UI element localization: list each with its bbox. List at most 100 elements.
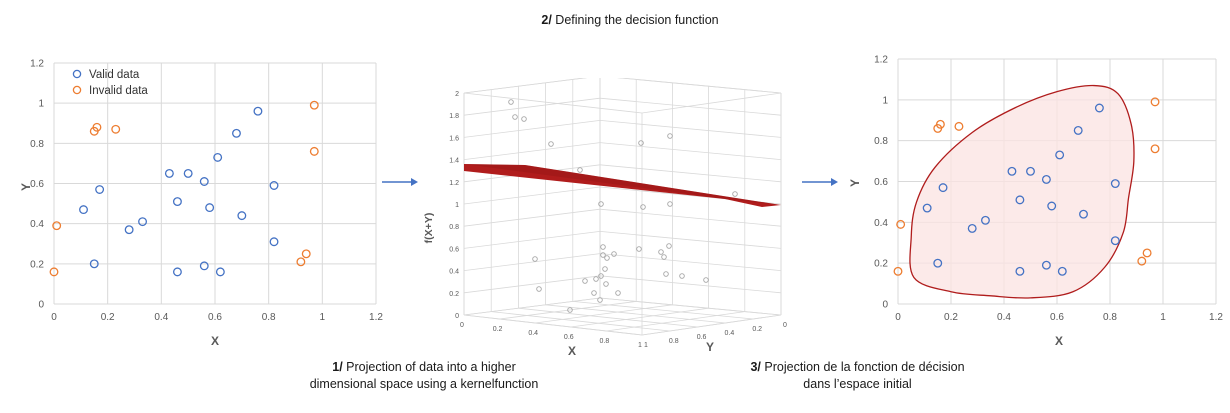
y-tick-label: 1.2 [30, 59, 44, 70]
y-tick-label: 1 [882, 95, 888, 106]
invalid-data-point [1150, 97, 1160, 107]
invalid-data-point [896, 219, 906, 229]
cube-edge [641, 92, 782, 114]
z-tick-label: 1.2 [449, 180, 459, 187]
3d-scatter-chart: 0 0.2 0.4 0.6 0.8 1 1.2 1.4 1.6 1.8 2 0 0.2 0.4 0.6 0.8… [423, 78, 787, 358]
y-tick-label: 0 [38, 300, 44, 311]
wall-grid-line [463, 142, 601, 160]
valid-data-point [269, 237, 279, 247]
wall-grid-line [463, 208, 601, 227]
valid-data-point [79, 205, 88, 215]
x-tick-label: 1 [638, 342, 642, 349]
invalid-data-point [1137, 256, 1147, 266]
x-tick-label: 0.2 [493, 326, 503, 333]
wall-grid-line [599, 97, 782, 116]
y-tick-label: 0.4 [874, 218, 888, 229]
legend-invalid-label: Invalid data [89, 85, 148, 97]
wall-grid-line [463, 275, 601, 294]
x-tick-label: 0.6 [208, 312, 222, 323]
projected-data-point [661, 254, 667, 260]
wall-grid-line [463, 120, 601, 138]
valid-data-point [199, 177, 209, 186]
floor-grid-line [572, 301, 754, 320]
projected-data-point [567, 307, 573, 313]
valid-data-point [1015, 266, 1025, 276]
left-scatter-chart: 0 0.2 0.4 0.6 0.8 1 1.2 0 0.2 0.4 0.6 0.8 1 1.2 Valid… [20, 59, 383, 349]
invalid-data-point [309, 146, 319, 156]
x-tick-label: 0.4 [528, 330, 538, 337]
valid-data-point [164, 169, 174, 178]
x-tick-label: 0.8 [262, 312, 276, 323]
projected-data-point [548, 141, 554, 147]
valid-data-point [1015, 195, 1025, 205]
y-tick-label: 0.4 [725, 330, 735, 337]
wall-grid-line [599, 253, 782, 271]
valid-data-point [1057, 266, 1067, 276]
floor-grid-line [535, 304, 673, 324]
projected-data-point [597, 297, 603, 303]
x-tick-label: 0.6 [564, 334, 574, 341]
invalid-data-point [309, 100, 319, 110]
y-tick-label: 0.2 [30, 259, 44, 270]
y-tick-label: 0.4 [30, 219, 44, 230]
wall-grid-line [599, 275, 782, 294]
y-tick-label: 0 [882, 300, 888, 311]
valid-data-point [1079, 209, 1088, 219]
projected-data-point [600, 244, 606, 250]
y-tick-label: 0 [783, 322, 787, 329]
left-legend: Valid data Invalid data [72, 69, 148, 97]
y-tick-label: 0.2 [874, 259, 888, 270]
right-y-axis-label: Y [848, 179, 862, 187]
caption-step-2-text: Defining the decision function [555, 13, 719, 27]
floor-grid-line [570, 307, 709, 328]
projected-data-point [593, 276, 599, 282]
z-tick-label: 1 [455, 202, 459, 209]
invalid-data-point [52, 221, 62, 231]
wall-grid-line [463, 297, 601, 316]
valid-data-point [199, 261, 209, 271]
x-tick-label: 0 [895, 312, 901, 323]
floor-grid-line [491, 311, 670, 332]
x-tick-label: 0 [51, 312, 57, 323]
floor-grid-line [545, 304, 726, 324]
projected-data-point [577, 167, 583, 173]
valid-data-point [232, 128, 241, 138]
invalid-data-point [933, 123, 943, 133]
valid-data-point [237, 211, 247, 221]
valid-data-point [1110, 236, 1120, 246]
projected-data-point [600, 252, 606, 258]
projected-data-point [602, 266, 608, 272]
legend-valid-label: Valid data [89, 69, 140, 81]
projected-data-point [679, 273, 685, 279]
projected-data-point [611, 251, 617, 257]
projected-data-point [663, 271, 669, 277]
x-tick-label: 0.6 [1050, 312, 1064, 323]
arrow-right-1 [382, 178, 418, 186]
invalid-data-point [111, 124, 121, 134]
invalid-data-point [1142, 248, 1152, 258]
wall-grid-line [599, 231, 782, 249]
invalid-data-point [954, 121, 964, 131]
floor-grid-line [606, 311, 745, 332]
valid-data-point [172, 267, 182, 277]
invalid-data-point [1150, 144, 1160, 154]
valid-data-point [205, 203, 215, 213]
invalid-data-point [296, 257, 306, 267]
x-tick-label: 0.4 [154, 312, 168, 323]
valid-data-point [89, 259, 99, 269]
valid-data-point [1047, 201, 1057, 211]
projected-data-point [603, 281, 609, 287]
projected-data-point [508, 99, 514, 105]
valid-data-point [1026, 166, 1035, 176]
z-tick-label: 0 [455, 313, 459, 320]
valid-data-point [938, 183, 948, 193]
cube-edge [641, 314, 782, 336]
wall-grid-line [463, 253, 601, 271]
caption-step-2: 2/ Defining the decision function [520, 12, 740, 29]
z-tick-label: 2 [455, 91, 459, 98]
valid-data-point [922, 203, 932, 213]
y-tick-label: 0.8 [30, 139, 44, 150]
y-tick-label: 0.6 [30, 179, 44, 190]
caption-step-3: 3/ Projection de la fonction de décision… [745, 359, 970, 393]
projected-data-point [521, 116, 527, 122]
